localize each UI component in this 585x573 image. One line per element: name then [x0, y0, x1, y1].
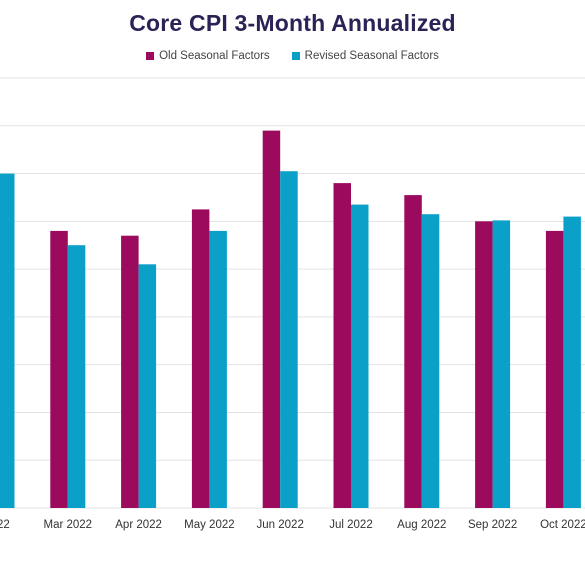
legend-item-old[interactable]: Old Seasonal Factors	[146, 50, 270, 62]
x-tick-label: 2022	[0, 519, 10, 531]
bar-old-4[interactable]	[262, 130, 281, 508]
x-tick-label: Mar 2022	[44, 519, 93, 531]
bar-revised-5[interactable]	[351, 204, 369, 508]
x-tick-label: Jun 2022	[257, 519, 304, 531]
bar-old-6[interactable]	[404, 195, 422, 508]
legend-label-old: Old Seasonal Factors	[159, 50, 270, 62]
legend-swatch-revised	[291, 52, 300, 60]
x-tick-label: Oct 2022	[540, 519, 585, 531]
bar-revised-0[interactable]	[0, 173, 15, 508]
bar-revised-7[interactable]	[492, 220, 511, 508]
chart-legend: Old Seasonal Factors Revised Seasonal Fa…	[0, 50, 585, 62]
legend-swatch-old	[146, 52, 155, 60]
bar-old-8[interactable]	[545, 230, 564, 508]
legend-label-revised: Revised Seasonal Factors	[304, 50, 439, 62]
x-tick-label: Apr 2022	[115, 519, 162, 531]
bar-old-1[interactable]	[50, 230, 68, 508]
bar-old-2[interactable]	[121, 235, 139, 508]
bar-old-5[interactable]	[333, 183, 352, 508]
x-tick-label: Jul 2022	[329, 519, 372, 531]
chart-title: Core CPI 3-Month Annualized	[129, 10, 456, 36]
bar-revised-4[interactable]	[280, 171, 298, 508]
x-tick-label: May 2022	[184, 519, 235, 531]
bar-old-3[interactable]	[191, 209, 210, 508]
bar-revised-8[interactable]	[563, 216, 581, 508]
x-tick-label: Aug 2022	[397, 519, 446, 531]
bar-revised-3[interactable]	[209, 230, 227, 508]
legend-item-revised[interactable]: Revised Seasonal Factors	[291, 50, 439, 62]
bar-revised-6[interactable]	[421, 214, 440, 508]
bar-revised-2[interactable]	[138, 264, 157, 508]
x-tick-label: Sep 2022	[468, 519, 517, 531]
bar-old-7[interactable]	[475, 221, 493, 509]
bar-revised-1[interactable]	[67, 245, 86, 508]
